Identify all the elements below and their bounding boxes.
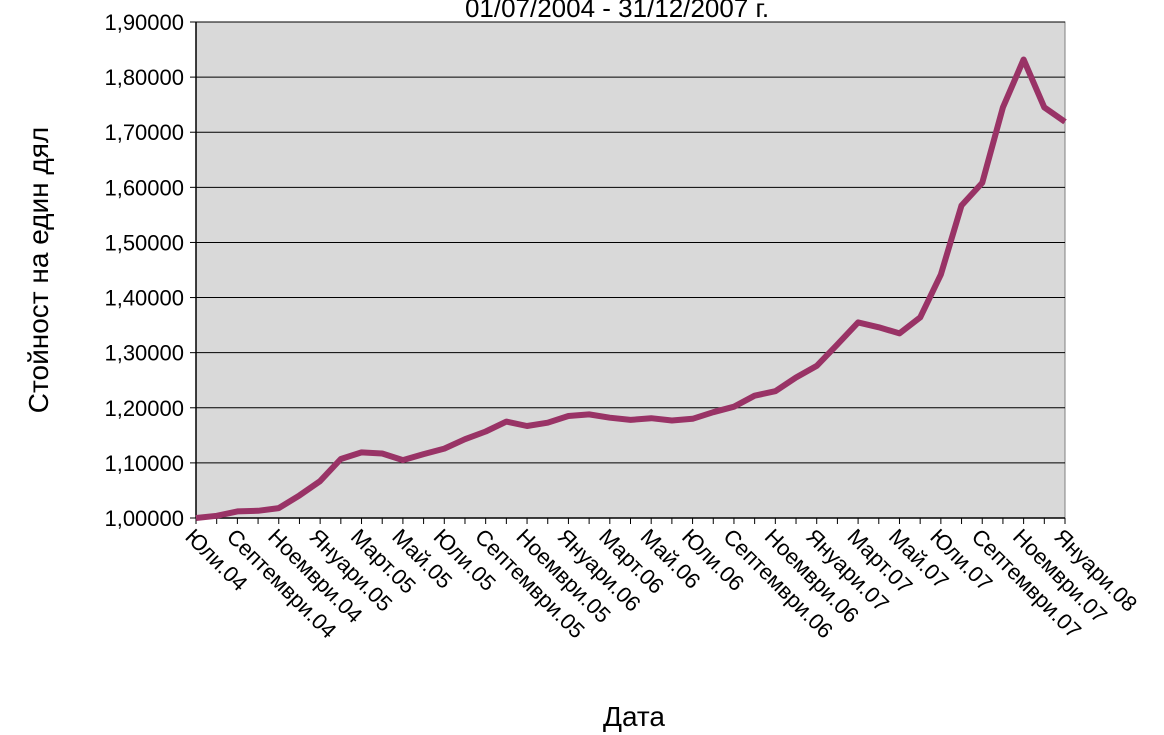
y-tick-label: 1,00000 (104, 506, 184, 531)
y-tick-label: 1,10000 (104, 451, 184, 476)
y-tick-label: 1,50000 (104, 230, 184, 255)
y-tick-label: 1,70000 (104, 120, 184, 145)
y-tick-label: 1,40000 (104, 286, 184, 311)
chart-title: 01/07/2004 - 31/12/2007 г. (465, 0, 769, 23)
x-axis-ticks: Юли.04Септември.04Ноември.04Януари.05Мар… (180, 518, 1142, 643)
y-axis-ticks: 1,00000 1,10000 1,20000 1,30000 1,40000 1,500… (104, 10, 196, 531)
y-tick-label: 1,30000 (104, 341, 184, 366)
y-axis-title: Стойност на един дял (23, 127, 54, 413)
gridlines (196, 21, 1065, 464)
series-line (195, 56, 1067, 521)
y-tick-label: 1,60000 (104, 175, 184, 200)
x-axis-title: Дата (603, 701, 665, 732)
plot-area (195, 21, 1066, 519)
y-tick-label: 1,20000 (104, 396, 184, 421)
y-tick-label: 1,90000 (104, 10, 184, 35)
y-tick-label: 1,80000 (104, 65, 184, 90)
